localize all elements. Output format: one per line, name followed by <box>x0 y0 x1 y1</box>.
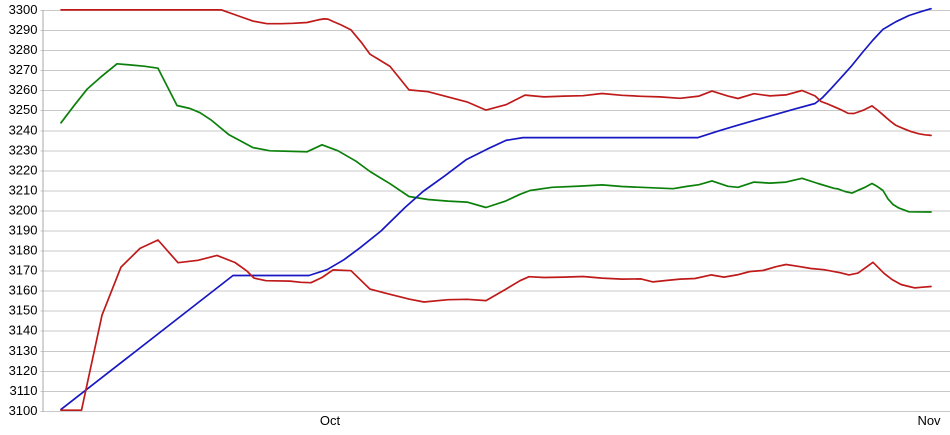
svg-text:3240: 3240 <box>9 122 38 137</box>
svg-text:Nov: Nov <box>917 413 941 428</box>
svg-text:3100: 3100 <box>9 403 38 418</box>
svg-text:3230: 3230 <box>9 142 38 157</box>
svg-text:3110: 3110 <box>10 383 38 398</box>
svg-text:3260: 3260 <box>9 82 38 97</box>
svg-text:3250: 3250 <box>9 102 38 117</box>
svg-text:3280: 3280 <box>9 42 38 57</box>
svg-text:3200: 3200 <box>9 202 38 217</box>
svg-text:3270: 3270 <box>9 62 38 77</box>
svg-text:3180: 3180 <box>9 243 38 258</box>
svg-text:3210: 3210 <box>9 182 38 197</box>
svg-text:3130: 3130 <box>9 343 38 358</box>
svg-text:3190: 3190 <box>9 223 38 238</box>
svg-text:3300: 3300 <box>9 2 38 17</box>
svg-text:3120: 3120 <box>9 363 38 378</box>
svg-text:3220: 3220 <box>9 162 38 177</box>
svg-text:3150: 3150 <box>9 303 38 318</box>
svg-text:Oct: Oct <box>320 413 341 428</box>
svg-text:3170: 3170 <box>9 263 38 278</box>
svg-text:3140: 3140 <box>9 323 38 338</box>
svg-text:3290: 3290 <box>9 22 38 37</box>
svg-text:3160: 3160 <box>9 283 38 298</box>
